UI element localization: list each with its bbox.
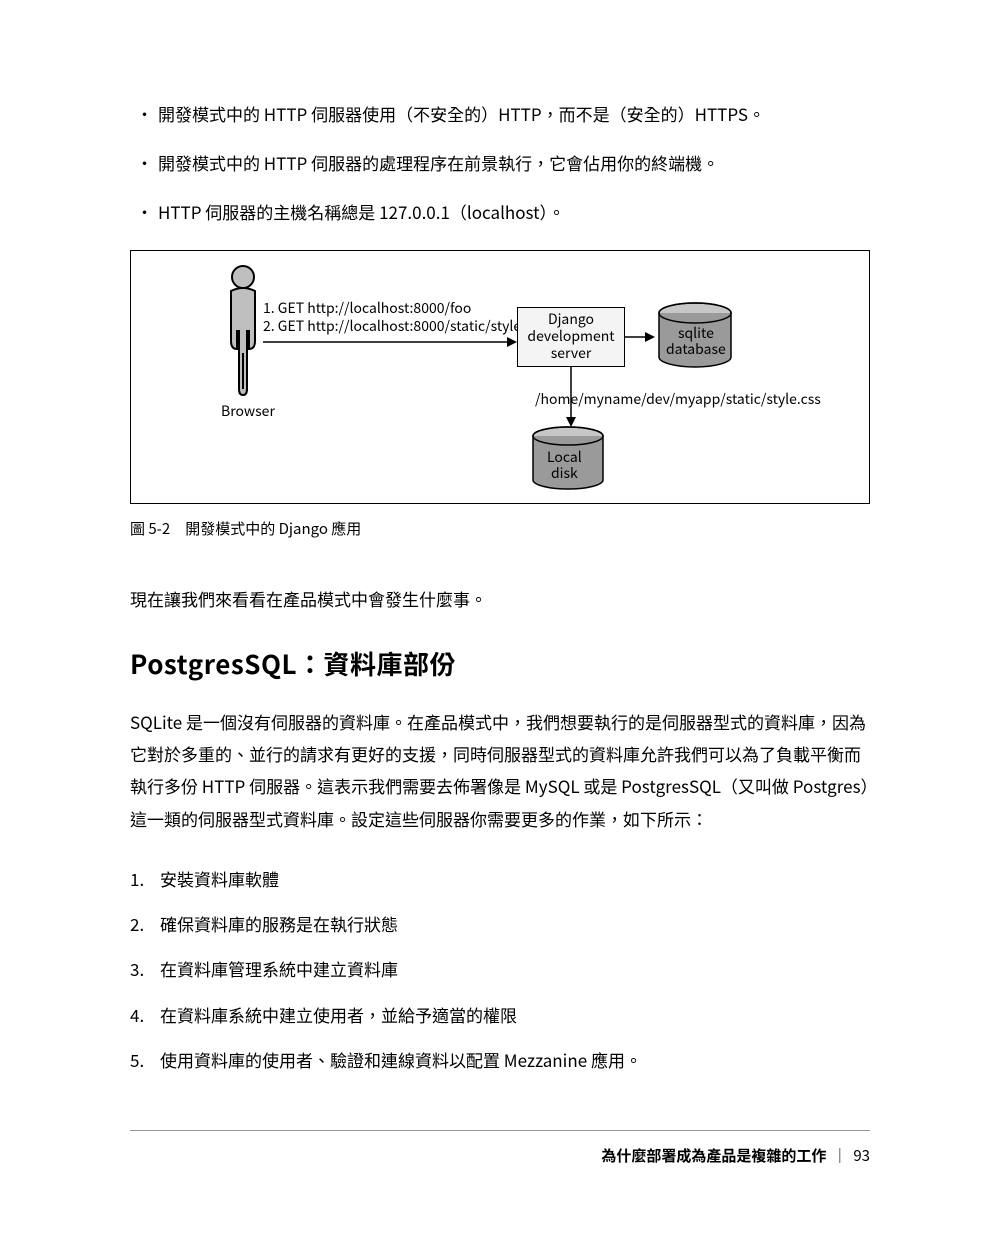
section-heading: PostgresSQL：資料庫部份 (130, 645, 870, 682)
body-paragraph: SQLite 是一個沒有伺服器的資料庫。在產品模式中，我們想要執行的是伺服器型式… (130, 706, 870, 835)
ordered-item: 使用資料庫的使用者、驗證和連線資料以配置 Mezzanine 應用。 (130, 1046, 870, 1073)
page-number: 93 (853, 1145, 870, 1166)
bullet-item: 開發模式中的 HTTP 伺服器的處理程序在前景執行，它會佔用你的終端機。 (130, 149, 870, 176)
ordered-item: 在資料庫系統中建立使用者，並給予適當的權限 (130, 1001, 870, 1028)
ordered-item: 安裝資料庫軟體 (130, 865, 870, 892)
figure-caption: 圖 5-2 開發模式中的 Django 應用 (130, 518, 870, 539)
ordered-list: 安裝資料庫軟體 確保資料庫的服務是在執行狀態 在資料庫管理系統中建立資料庫 在資… (130, 865, 870, 1073)
local-disk-label: Local disk (547, 449, 582, 481)
person-icon (223, 261, 263, 401)
page-footer: 為什麼部署成為產品是複雜的工作 ｜ 93 (130, 1130, 870, 1166)
bullet-item: HTTP 伺服器的主機名稱總是 127.0.0.1（localhost）。 (130, 198, 870, 225)
footer-title: 為什麼部署成為產品是複雜的工作 (601, 1145, 826, 1166)
request-line-1: 1. GET http://localhost:8000/foo (263, 298, 471, 318)
ordered-item: 確保資料庫的服務是在執行狀態 (130, 910, 870, 937)
django-server-box: Django development server (517, 307, 625, 367)
request-line-2: 2. GET http://localhost:8000/static/styl… (263, 316, 545, 336)
django-server-label: Django development server (518, 311, 624, 361)
browser-label: Browser (221, 401, 275, 421)
figure-5-2: Browser 1. GET http://localhost:8000/foo… (130, 250, 870, 504)
intro-paragraph: 現在讓我們來看看在產品模式中會發生什麼事。 (130, 583, 870, 615)
bullet-item: 開發模式中的 HTTP 伺服器使用（不安全的）HTTP，而不是（安全的）HTTP… (130, 100, 870, 127)
page-content: 開發模式中的 HTTP 伺服器使用（不安全的）HTTP，而不是（安全的）HTTP… (130, 100, 870, 1093)
bullet-list: 開發模式中的 HTTP 伺服器使用（不安全的）HTTP，而不是（安全的）HTTP… (130, 100, 870, 226)
static-file-path: /home/myname/dev/myapp/static/style.css (535, 389, 821, 409)
ordered-item: 在資料庫管理系統中建立資料庫 (130, 955, 870, 982)
arrow-browser-to-server (263, 336, 518, 348)
footer-sep: ｜ (832, 1145, 847, 1166)
arrow-server-to-db (625, 331, 655, 343)
sqlite-label: sqlite database (666, 325, 726, 359)
